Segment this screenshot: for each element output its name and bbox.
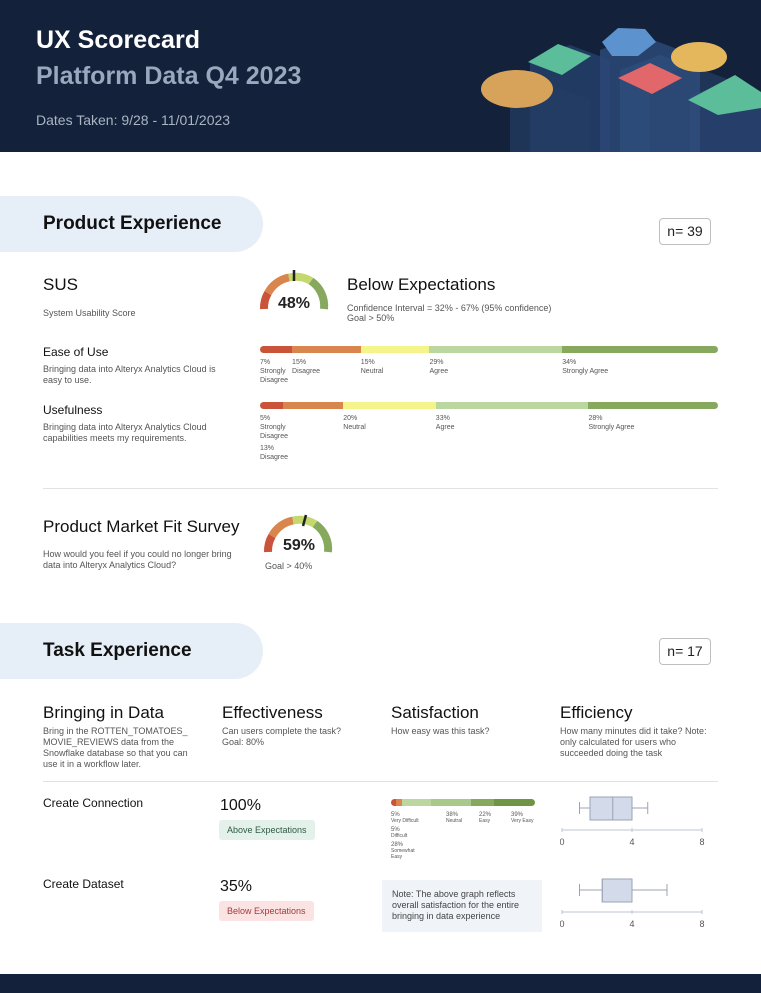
pmf-score: 59% xyxy=(283,537,316,554)
segment-label: 39% Very Easy xyxy=(511,812,534,824)
status-badge: Below Expectations xyxy=(219,901,314,921)
shape-blue xyxy=(602,28,656,56)
segment-label: 29% Agree xyxy=(429,359,449,375)
satisfaction-bar xyxy=(391,799,535,806)
efficiency-boxplot-2: 0 4 8 xyxy=(560,878,705,929)
status-badge: Above Expectations xyxy=(219,820,315,840)
efficiency-boxplot-1: 0 4 8 xyxy=(560,796,705,847)
shape-yellow xyxy=(671,42,727,72)
header-banner: UX Scorecard Platform Data Q4 2023 Dates… xyxy=(0,0,761,152)
footer-bar xyxy=(0,974,761,993)
segment-label: 38% Neutral xyxy=(446,812,463,824)
divider xyxy=(43,781,718,782)
row-create-connection: Create Connection xyxy=(43,796,144,810)
usefulness-description: Bringing data into Alteryx Analytics Clo… xyxy=(43,422,207,443)
task-description: Bring in the ROTTEN_TOMATOES_ MOVIE_REVI… xyxy=(43,726,188,769)
row-create-dataset: Create Dataset xyxy=(43,877,124,891)
bar-segment xyxy=(588,402,718,409)
segment-label: 13% Disagree xyxy=(260,445,289,461)
segment-label: 33% Agree xyxy=(435,415,455,431)
bar-segment xyxy=(429,346,563,353)
task-title: Bringing in Data xyxy=(43,703,164,722)
pmf-title: Product Market Fit Survey xyxy=(43,517,240,536)
sus-score: 48% xyxy=(278,295,311,312)
efficiency-title: Efficiency xyxy=(560,703,633,722)
segment-label: 28% Somewhat Easy xyxy=(391,842,415,860)
bar-segment xyxy=(470,799,494,806)
effectiveness-title: Effectiveness xyxy=(222,703,323,722)
bar-segment xyxy=(283,402,344,409)
bar-segment xyxy=(493,799,535,806)
satisfaction-description: How easy was this task? xyxy=(391,726,490,736)
page-title: UX Scorecard xyxy=(36,26,200,54)
bar-segment xyxy=(391,799,397,806)
ease-of-use-title: Ease of Use xyxy=(43,345,109,359)
tick-label: 8 xyxy=(699,837,704,847)
shape-orange xyxy=(481,70,553,108)
segment-label: 28% Strongly Agree xyxy=(588,415,635,431)
usefulness-bar xyxy=(260,402,718,409)
effectiveness-pct: 100% xyxy=(220,797,261,814)
section-title: Product Experience xyxy=(43,213,222,234)
effectiveness-pct: 35% xyxy=(220,878,253,895)
segment-label: 15% Disagree xyxy=(292,359,321,375)
section-product-experience: Product Experience xyxy=(0,196,263,252)
sample-size-badge: n= 17 xyxy=(659,638,711,665)
pmf-goal: Goal > 40% xyxy=(265,561,313,571)
segment-label: 34% Strongly Agree xyxy=(562,359,609,375)
bar-segment xyxy=(260,346,293,353)
sample-size-badge: n= 39 xyxy=(659,218,711,245)
tick-label: 4 xyxy=(629,919,634,929)
effectiveness-description: Can users complete the task? Goal: 80% xyxy=(222,726,342,747)
segment-label: 20% Neutral xyxy=(343,415,366,431)
segment-label: 15% Neutral xyxy=(360,359,384,375)
tick-label: 8 xyxy=(699,919,704,929)
sus-goal: Goal > 50% xyxy=(347,313,395,323)
pmf-gauge xyxy=(264,514,333,553)
header-illustration xyxy=(481,28,761,152)
sus-gauge xyxy=(260,270,329,310)
bar-segment xyxy=(430,799,471,806)
segment-label: 5% Very Difficult xyxy=(391,812,419,824)
segment-label: 5% Strongly Disagree xyxy=(260,415,289,440)
sus-status: Below Expectations xyxy=(347,275,496,294)
usefulness-title: Usefulness xyxy=(43,403,103,417)
tick-label: 4 xyxy=(629,837,634,847)
satisfaction-title: Satisfaction xyxy=(391,703,479,722)
iqr-box xyxy=(589,796,633,821)
sus-confidence-interval: Confidence Interval = 32% - 67% (95% con… xyxy=(347,303,552,313)
bar-segment xyxy=(396,799,402,806)
section-task-experience: Task Experience xyxy=(0,623,263,679)
shape-green-2 xyxy=(688,75,761,115)
sus-description: System Usability Score xyxy=(43,308,136,318)
bar-segment xyxy=(562,346,718,353)
segment-label: 7% Strongly Disagree xyxy=(260,359,289,384)
satisfaction-note: Note: The above graph reflects overall s… xyxy=(382,880,542,932)
section-title: Task Experience xyxy=(43,640,192,661)
segment-label: 5% Difficult xyxy=(391,827,408,839)
shape-green xyxy=(528,44,591,75)
ease-of-use-bar xyxy=(260,346,718,353)
tick-label: 0 xyxy=(560,837,565,847)
bar-segment xyxy=(401,799,431,806)
divider xyxy=(43,488,718,489)
bar-segment xyxy=(260,402,284,409)
page-subtitle: Platform Data Q4 2023 xyxy=(36,62,302,90)
bar-segment xyxy=(435,402,589,409)
ease-of-use-description: Bringing data into Alteryx Analytics Clo… xyxy=(43,364,216,385)
sus-title: SUS xyxy=(43,275,78,294)
bar-segment xyxy=(343,402,436,409)
dates-taken: Dates Taken: 9/28 - 11/01/2023 xyxy=(36,112,231,128)
segment-label: 22% Easy xyxy=(479,812,492,824)
efficiency-description: How many minutes did it take? Note: only… xyxy=(560,726,707,758)
bar-segment xyxy=(360,346,430,353)
pmf-description: How would you feel if you could no longe… xyxy=(43,549,232,570)
shape-red xyxy=(618,63,682,94)
bar-segment xyxy=(292,346,361,353)
tick-label: 0 xyxy=(560,919,565,929)
iqr-box xyxy=(601,878,633,903)
